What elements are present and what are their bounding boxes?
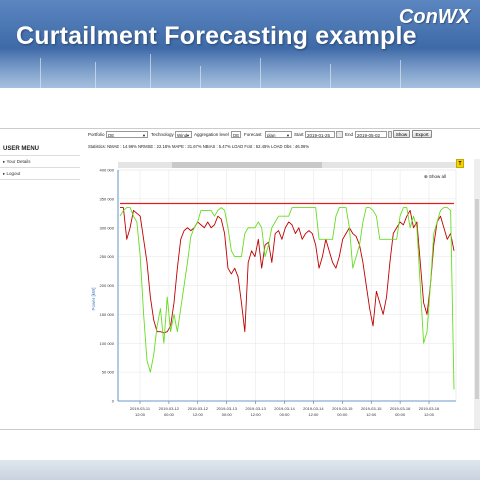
y-tick-label: 50 000 <box>102 370 115 375</box>
sidebar-item-label: Your Details <box>6 159 31 164</box>
x-tick-label: 2019-03-13 <box>245 406 266 411</box>
scrollbar-thumb[interactable] <box>475 199 479 399</box>
y-tick-label: 350 000 <box>100 196 115 201</box>
x-tick-label: 2019-03-12 <box>159 406 180 411</box>
x-tick-label: 12:00 <box>135 412 146 417</box>
x-tick-label: 2019-03-12 <box>188 406 209 411</box>
x-tick-label: 12:00 <box>424 412 435 417</box>
x-tick-label: 00:00 <box>222 412 233 417</box>
x-tick-label: 00:00 <box>395 412 406 417</box>
x-tick-label: 2019-03-15 <box>332 406 353 411</box>
end-date-input[interactable]: 2019-05-02 <box>355 131 387 138</box>
chevron-down-icon: ▼ <box>286 133 290 138</box>
x-tick-label: 00:00 <box>164 412 175 417</box>
end-label: End <box>345 132 354 137</box>
y-tick-label: 0 <box>112 399 115 404</box>
x-tick-label: 00:00 <box>279 412 290 417</box>
sidebar-item-your-details[interactable]: ▸ Your Details <box>3 159 31 164</box>
portfolio-label: Portfolio <box>88 132 105 137</box>
end-date-value: 2019-05-02 <box>357 133 381 138</box>
sidebar-item-logout[interactable]: ▸ Logout <box>3 171 21 176</box>
page-vertical-scrollbar[interactable] <box>474 159 480 429</box>
x-tick-label: 2019-03-14 <box>303 406 324 411</box>
x-tick-label: 2019-03-14 <box>274 406 295 411</box>
aggregation-select[interactable]: DE <box>231 131 241 138</box>
panel-marker[interactable]: T <box>456 159 464 168</box>
x-tick-label: 2019-03-16 <box>390 406 411 411</box>
conwx-logo: ConWX <box>398 6 470 28</box>
observed-series-line <box>119 207 455 390</box>
sidebar-item-label: Logout <box>6 171 21 176</box>
export-button[interactable]: Export <box>412 130 432 138</box>
zoom-label: Show all <box>429 174 447 179</box>
chevron-down-icon: ▼ <box>142 133 146 138</box>
x-tick-label: 2019-03-11 <box>130 406 151 411</box>
chart-horizontal-scrollbar[interactable] <box>118 162 456 168</box>
forecast-value: plan <box>267 133 276 138</box>
y-tick-label: 200 000 <box>100 283 115 288</box>
portfolio-select[interactable]: DE ▼ <box>106 131 148 138</box>
slide-title: Curtailment Forecasting example <box>16 22 417 50</box>
x-tick-label: 2019-03-13 <box>216 406 237 411</box>
y-tick-label: 300 000 <box>100 225 115 230</box>
y-axis-label: Power [kW] <box>91 287 96 310</box>
x-tick-label: 12:00 <box>366 412 377 417</box>
y-tick-label: 100 000 <box>100 341 115 346</box>
x-tick-label: 12:00 <box>251 412 262 417</box>
forecast-label: Forecast <box>244 132 262 137</box>
slide-footer <box>0 460 480 480</box>
forecast-series-line <box>120 207 455 334</box>
technology-label: Technology <box>151 132 174 137</box>
sidebar: USER MENU ▸ Your Details ▸ Logout <box>0 129 80 429</box>
x-tick-label: 12:00 <box>308 412 319 417</box>
forecast-select[interactable]: plan ▼ <box>265 131 292 138</box>
x-tick-label: 2019-03-16 <box>419 406 440 411</box>
scrollbar-thumb[interactable] <box>172 162 322 168</box>
start-date-input[interactable]: 2019-01-25 <box>305 131 335 138</box>
x-tick-label: 00:00 <box>337 412 348 417</box>
plot-area <box>117 169 457 402</box>
zoom-reset[interactable]: ⊕ Show all <box>424 174 446 180</box>
portfolio-value: DE <box>108 133 115 138</box>
x-tick-label: 12:00 <box>193 412 204 417</box>
end-calendar-icon[interactable] <box>388 131 392 138</box>
chevron-down-icon: ▼ <box>186 133 190 138</box>
show-button[interactable]: Show <box>393 130 410 138</box>
x-tick-label: 2019-03-15 <box>361 406 382 411</box>
slide-banner: Curtailment Forecasting example ConWX <box>0 0 480 88</box>
aggregation-value: DE <box>233 133 240 138</box>
start-calendar-icon[interactable] <box>336 131 343 138</box>
user-menu-title: USER MENU <box>3 146 40 152</box>
technology-value: Wind <box>177 133 188 138</box>
zoom-icon: ⊕ <box>424 174 428 179</box>
y-tick-label: 250 000 <box>100 254 115 259</box>
aggregation-label: Aggregation level <box>194 132 229 137</box>
technology-select[interactable]: Wind ▼ <box>175 131 192 138</box>
start-date-value: 2019-01-25 <box>307 133 331 138</box>
y-tick-label: 400 000 <box>100 168 115 173</box>
statistics-line: Statistics: NMAE : 14.96% NRMSE : 22.18%… <box>88 144 310 149</box>
app-window: USER MENU ▸ Your Details ▸ Logout Portfo… <box>0 128 480 430</box>
y-tick-label: 150 000 <box>100 312 115 317</box>
start-label: Start <box>294 132 304 137</box>
